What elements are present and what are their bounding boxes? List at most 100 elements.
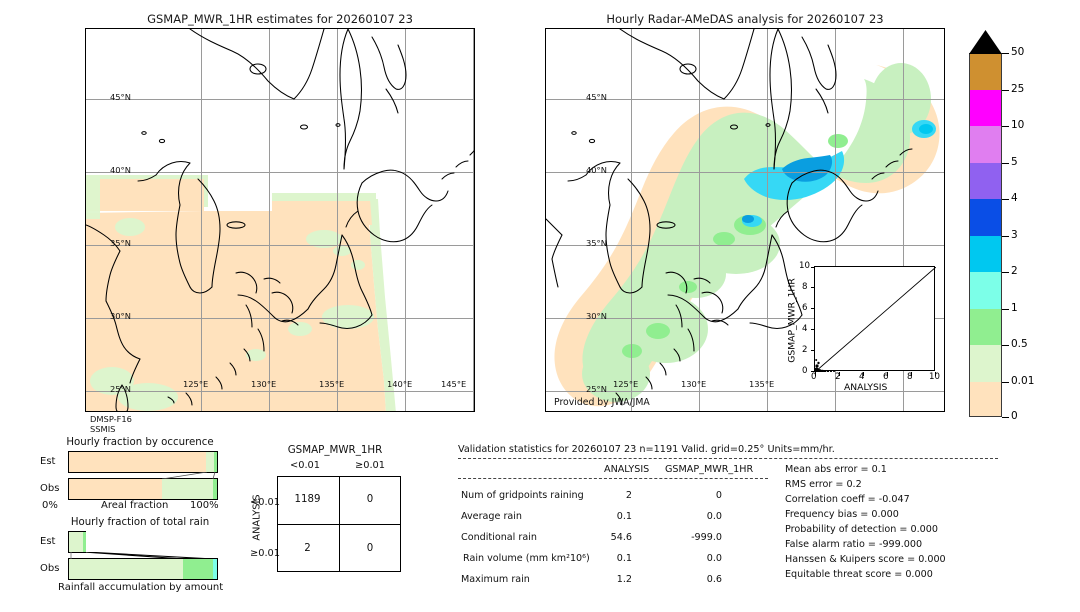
colorbar-tick-50 — [1002, 53, 1009, 54]
left-map-panel[interactable]: 45°N 40°N 35°N 30°N 25°N 125°E 130°E 135… — [85, 28, 475, 412]
right-lon-label-125: 125°E — [613, 379, 639, 389]
gridline-lon-130 — [269, 29, 270, 411]
contingency-row-axis-title: ANALYSIS — [251, 494, 263, 541]
right-lon-label-130: 130°E — [681, 379, 707, 389]
validation-score-1: RMS error = 0.2 — [785, 479, 862, 490]
colorbar-label-0: 0 — [1011, 410, 1018, 422]
left-lat-label-35: 35°N — [110, 238, 131, 248]
validation-row-analysis-1: 0.1 — [616, 511, 632, 522]
colorbar-label-1: 1 — [1011, 302, 1018, 314]
occurrence-axis-label: Areal fraction — [101, 500, 169, 511]
scatter-ylabel-6: 6 — [802, 303, 808, 313]
right-lat-label-30: 30°N — [586, 311, 607, 321]
scatter-xtick-6 — [887, 372, 888, 376]
colorbar-label-10: 10 — [1011, 119, 1025, 131]
validation-score-3: Frequency bias = 0.000 — [785, 509, 899, 520]
scatter-inset[interactable] — [811, 266, 937, 376]
validation-row-gsmap-2: -999.0 — [691, 532, 722, 543]
scatter-ylabel-10: 10 — [799, 261, 810, 271]
scatter-xlabel-8: 8 — [907, 372, 913, 382]
colorbar-tick-001 — [1002, 382, 1009, 383]
scatter-xtick-4 — [863, 372, 864, 376]
scatter-xtick-0 — [815, 372, 816, 376]
validation-score-5: False alarm ratio = -999.000 — [785, 539, 923, 550]
validation-row-gsmap-3: 0.0 — [706, 553, 722, 564]
totalrain-obs-seg-0 — [69, 559, 183, 579]
gridline-lat-25 — [86, 391, 474, 392]
occurrence-est-seg-1 — [205, 452, 215, 472]
occurrence-chart-title: Hourly fraction by occurence — [66, 437, 214, 448]
right-lat-label-40: 40°N — [586, 165, 607, 175]
scatter-y-axis-title: GSMAP_MWR_1HR — [786, 278, 798, 363]
validation-row-gsmap-4: 0.6 — [706, 574, 722, 585]
gridline-lon-130-right — [699, 29, 700, 411]
scatter-xtick-8 — [911, 372, 912, 376]
gridline-lon-140-right — [835, 29, 836, 411]
gridline-lon-125-right — [631, 29, 632, 411]
scatter-ylabel-2: 2 — [802, 345, 808, 355]
colorbar-seg-25-50 — [969, 53, 1002, 90]
gridline-lat-35-right — [546, 245, 944, 246]
validation-score-7: Equitable threat score = 0.000 — [785, 569, 933, 580]
left-lat-label-45: 45°N — [110, 92, 131, 102]
contingency-grid[interactable] — [277, 476, 401, 572]
right-lat-label-35: 35°N — [586, 238, 607, 248]
totalrain-est-label: Est — [40, 536, 56, 547]
colorbar-label-50: 50 — [1011, 46, 1025, 58]
scatter-xlabel-10: 10 — [929, 372, 940, 382]
totalrain-chart-title: Hourly fraction of total rain — [70, 517, 210, 528]
gridline-lat-25-right — [546, 391, 944, 392]
gridline-lat-40 — [86, 172, 474, 173]
colorbar-label-25: 25 — [1011, 83, 1025, 95]
gridline-lat-45-right — [546, 99, 944, 100]
validation-row-label-1: Average rain — [461, 511, 523, 522]
colorbar-tick-2 — [1002, 272, 1009, 273]
occurrence-est-bar[interactable] — [68, 451, 218, 473]
left-lat-label-25: 25°N — [110, 384, 131, 394]
occurrence-est-label: Est — [40, 456, 56, 467]
occurrence-obs-seg-2 — [212, 479, 217, 499]
validation-score-0: Mean abs error = 0.1 — [785, 464, 887, 475]
occurrence-obs-bar[interactable] — [68, 478, 218, 500]
validation-row-gsmap-0: 0 — [715, 490, 722, 501]
scatter-xlabel-4: 4 — [859, 372, 865, 382]
contingency-col-header-1: ≥0.01 — [355, 460, 386, 471]
colorbar[interactable] — [969, 53, 1002, 417]
scatter-ylabel-0: 0 — [802, 366, 808, 376]
validation-row-label-4: Maximum rain — [461, 574, 530, 585]
validation-row-analysis-2: 54.6 — [610, 532, 632, 543]
totalrain-est-seg-1 — [83, 532, 86, 552]
left-lat-label-30: 30°N — [110, 311, 131, 321]
scatter-ytick-4 — [811, 329, 815, 330]
totalrain-connectors — [70, 552, 215, 559]
scatter-xlabel-6: 6 — [883, 372, 889, 382]
colorbar-tick-1 — [1002, 309, 1009, 310]
totalrain-obs-bar[interactable] — [68, 558, 218, 580]
validation-row-label-3: Rain volume (mm km²10⁶) — [463, 553, 590, 564]
gridline-lon-145-right — [903, 29, 904, 411]
left-coastline — [86, 29, 474, 411]
contingency-row-header-0: <0.01 — [250, 497, 281, 508]
occurrence-obs-seg-1 — [162, 479, 213, 499]
scatter-xlabel-0: 0 — [811, 372, 817, 382]
validation-row-label-0: Num of gridpoints raining — [461, 490, 584, 501]
totalrain-est-bar[interactable] — [68, 531, 86, 553]
gridline-lon-135 — [337, 29, 338, 411]
scatter-ylabel-4: 4 — [802, 324, 808, 334]
colorbar-over-arrow — [969, 30, 1002, 54]
validation-header: Validation statistics for 20260107 23 n=… — [458, 444, 835, 455]
validation-row-analysis-3: 0.1 — [616, 553, 632, 564]
colorbar-seg-1-2 — [969, 272, 1002, 309]
totalrain-obs-seg-2 — [212, 559, 217, 579]
occurrence-est-seg-0 — [69, 452, 206, 472]
validation-rule-top — [458, 458, 998, 459]
occurrence-est-seg-2 — [214, 452, 217, 472]
contingency-cell-0-0: 1189 — [294, 494, 321, 505]
validation-row-analysis-0: 2 — [625, 490, 632, 501]
gridline-lat-35 — [86, 245, 474, 246]
right-lat-label-25: 25°N — [586, 384, 607, 394]
scatter-xtick-10 — [935, 372, 936, 376]
validation-row-gsmap-1: 0.0 — [706, 511, 722, 522]
right-map-panel[interactable]: 45°N 40°N 35°N 30°N 25°N 125°E 130°E 135… — [545, 28, 945, 412]
left-lon-label-125: 125°E — [183, 379, 209, 389]
